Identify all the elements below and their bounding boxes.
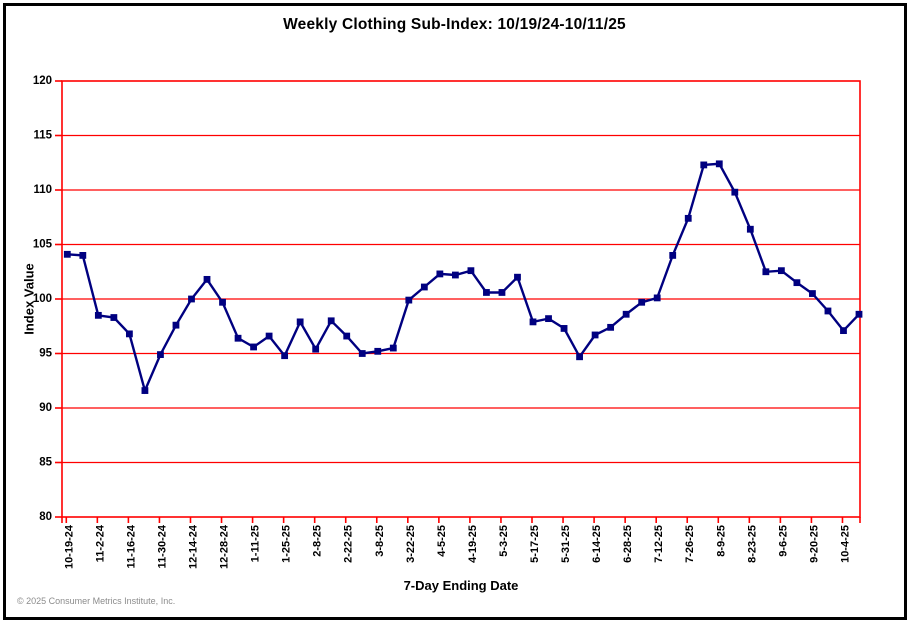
data-point-marker (483, 289, 490, 296)
data-point-marker (607, 323, 615, 331)
data-point-marker (94, 311, 102, 319)
data-point-marker (203, 275, 211, 283)
data-point-marker (855, 310, 863, 318)
x-tick-label: 10-19-24 (63, 524, 75, 569)
data-point-marker (545, 315, 552, 323)
x-tick-label: 3-8-25 (374, 525, 386, 557)
x-tick-label: 5-3-25 (498, 525, 510, 557)
data-point-marker (451, 271, 459, 279)
x-tick-label: 9-20-25 (808, 525, 820, 563)
data-point-marker (746, 225, 754, 233)
data-point-marker (296, 318, 304, 326)
data-point-marker (327, 317, 335, 325)
data-point-marker (514, 273, 521, 281)
y-tick-label: 95 (39, 348, 52, 360)
data-point-marker (436, 270, 444, 278)
data-point-marker (529, 318, 537, 326)
data-point-marker (420, 283, 428, 291)
data-point-marker (343, 332, 351, 340)
data-point-marker (250, 343, 257, 351)
y-tick-label: 115 (33, 130, 52, 142)
x-tick-label: 11-16-24 (125, 524, 137, 568)
data-point-marker (762, 268, 770, 276)
data-point-marker (265, 332, 273, 340)
x-tick-label: 8-9-25 (715, 525, 727, 557)
y-axis-title: Index Value (21, 263, 37, 335)
y-tick-label: 85 (39, 457, 52, 469)
series-line (67, 162, 860, 395)
x-tick-label: 8-23-25 (746, 525, 758, 563)
x-tick-label: 2-22-25 (343, 525, 355, 563)
x-tick-label: 9-6-25 (777, 525, 789, 557)
data-point-marker (172, 321, 180, 329)
data-point-marker (389, 344, 397, 352)
data-point-marker (498, 289, 506, 296)
data-point-marker (405, 296, 413, 304)
data-point-marker (840, 327, 847, 335)
data-point-marker (125, 330, 133, 338)
x-tick-label: 1-25-25 (281, 525, 293, 563)
data-point-marker (219, 298, 226, 306)
data-point-marker (358, 350, 366, 357)
data-point-marker (141, 387, 149, 394)
x-tick-label: 5-31-25 (560, 525, 572, 563)
x-tick-label: 7-26-25 (684, 525, 696, 563)
data-point-marker (79, 252, 87, 259)
data-point-marker (234, 334, 242, 342)
data-point-marker (374, 347, 382, 355)
chart-title: Weekly Clothing Sub-Index: 10/19/24-10/1… (283, 16, 626, 33)
x-tick-label: 12-28-24 (219, 524, 231, 569)
x-axis-title: 7-Day Ending Date (403, 578, 519, 593)
data-point-marker (700, 161, 708, 169)
x-tick-label: 6-28-25 (622, 525, 634, 563)
x-tick-label: 11-2-24 (94, 524, 106, 562)
data-point-marker (793, 279, 801, 287)
x-tick-label: 4-19-25 (467, 525, 479, 563)
x-tick-label: 7-12-25 (653, 525, 665, 563)
data-point-marker (157, 351, 164, 358)
data-point-marker (669, 252, 677, 259)
y-tick-label: 105 (33, 239, 53, 251)
x-tick-label: 11-30-24 (156, 524, 168, 568)
data-point-marker (731, 188, 739, 196)
data-point-marker (638, 298, 646, 306)
y-tick-label: 90 (39, 402, 52, 414)
x-tick-label: 10-4-25 (839, 525, 851, 563)
copyright-text: © 2025 Consumer Metrics Institute, Inc. (17, 596, 176, 606)
data-point-marker (281, 352, 289, 360)
data-point-marker (684, 214, 692, 222)
x-tick-label: 4-5-25 (436, 525, 448, 557)
x-tick-label: 5-17-25 (529, 525, 541, 563)
data-point-marker (560, 325, 568, 332)
data-point-marker (467, 267, 475, 275)
data-point-marker (715, 160, 723, 168)
y-tick-label: 120 (33, 75, 52, 87)
data-point-marker (653, 294, 661, 302)
x-tick-label: 3-22-25 (405, 525, 417, 563)
data-point-marker (576, 353, 583, 361)
x-tick-label: 6-14-25 (591, 525, 603, 563)
data-point-marker (63, 250, 71, 258)
data-point-marker (777, 267, 785, 275)
x-tick-label: 1-11-25 (250, 525, 262, 562)
x-tick-label: 2-8-25 (312, 525, 324, 557)
x-tick-label: 12-14-24 (187, 524, 199, 569)
y-tick-label: 110 (33, 184, 52, 196)
data-point-marker (809, 290, 816, 297)
data-point-marker (110, 314, 118, 321)
y-tick-label: 100 (33, 293, 52, 305)
data-point-marker (312, 345, 320, 353)
data-point-marker (591, 331, 599, 339)
y-tick-label: 80 (39, 511, 52, 523)
data-point-marker (824, 307, 832, 315)
data-point-marker (188, 295, 195, 303)
data-point-marker (622, 310, 630, 318)
